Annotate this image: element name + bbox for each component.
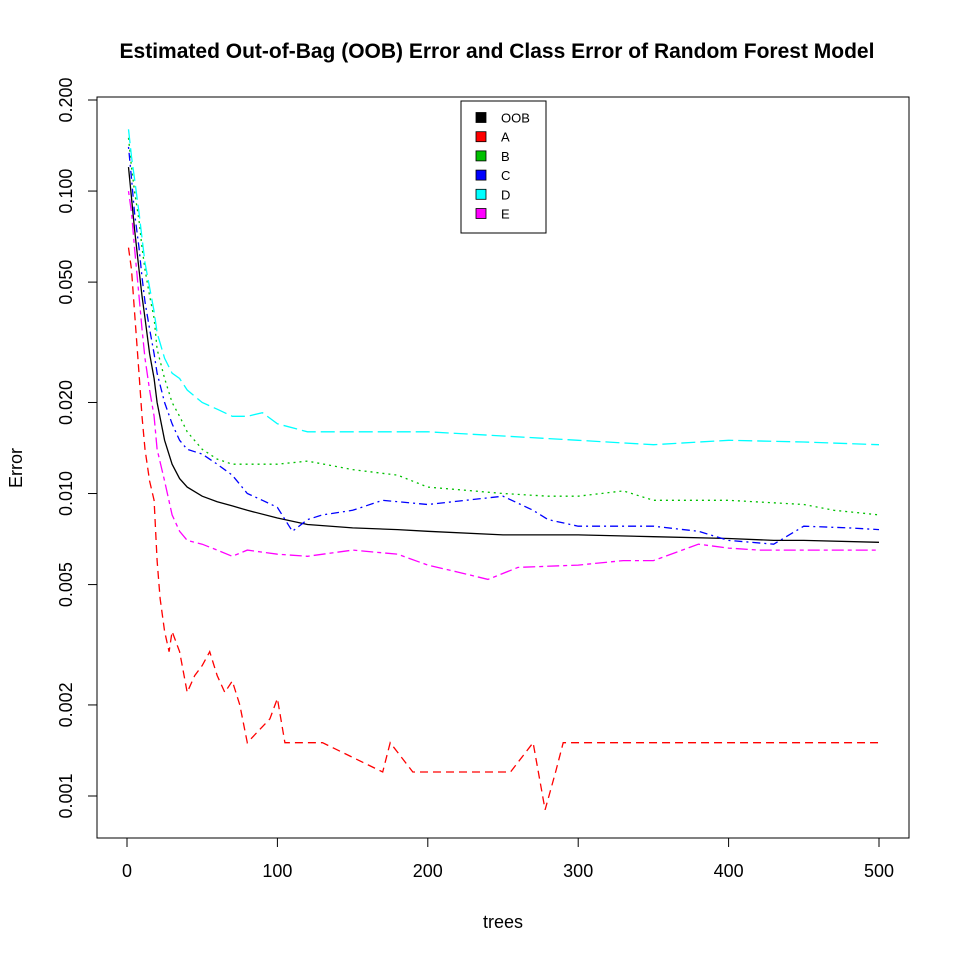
chart-title: Estimated Out-of-Bag (OOB) Error and Cla… [120,40,875,63]
legend-swatch-oob [475,112,487,123]
legend-swatch-d [475,188,487,200]
legend-label-oob: OOB [501,111,530,126]
legend-label-a: A [501,130,510,145]
y-tick-label: 0.002 [56,682,76,727]
y-tick-label: 0.200 [56,77,76,122]
y-axis: 0.001 0.002 0.005 0.010 0.020 0.050 0.100 0.200 [56,77,98,819]
series-line-b [127,137,880,516]
legend-swatch-a [475,131,487,143]
legend-label-e: E [501,207,510,222]
y-axis-label: Error [6,448,26,488]
y-tick-label: 0.100 [56,169,76,214]
series-layer [127,129,880,810]
x-tick-label: 300 [563,861,593,881]
legend-swatch-b [475,150,487,162]
legend-label-b: B [501,149,510,164]
x-tick-label: 0 [122,861,132,881]
series-line-d [127,129,880,446]
legend-label-d: D [501,187,510,202]
legend-swatch-c [475,169,487,181]
x-tick-label: 100 [262,861,292,881]
x-tick-label: 200 [413,861,443,881]
y-tick-label: 0.005 [56,562,76,607]
series-line-a [127,247,879,810]
legend-swatch-e [475,208,487,219]
y-tick-label: 0.010 [56,471,76,516]
x-tick-label: 400 [714,861,744,881]
x-tick-label: 500 [864,861,894,881]
legend-label-c: C [501,168,510,183]
series-line-oob [127,167,880,543]
series-line-e [127,191,879,581]
legend-box [460,100,547,234]
x-axis-label: trees [483,912,523,932]
y-tick-label: 0.050 [56,260,76,305]
x-axis: 0 100 200 300 400 500 [122,837,894,881]
y-tick-label: 0.001 [56,773,76,818]
y-tick-label: 0.020 [56,380,76,425]
